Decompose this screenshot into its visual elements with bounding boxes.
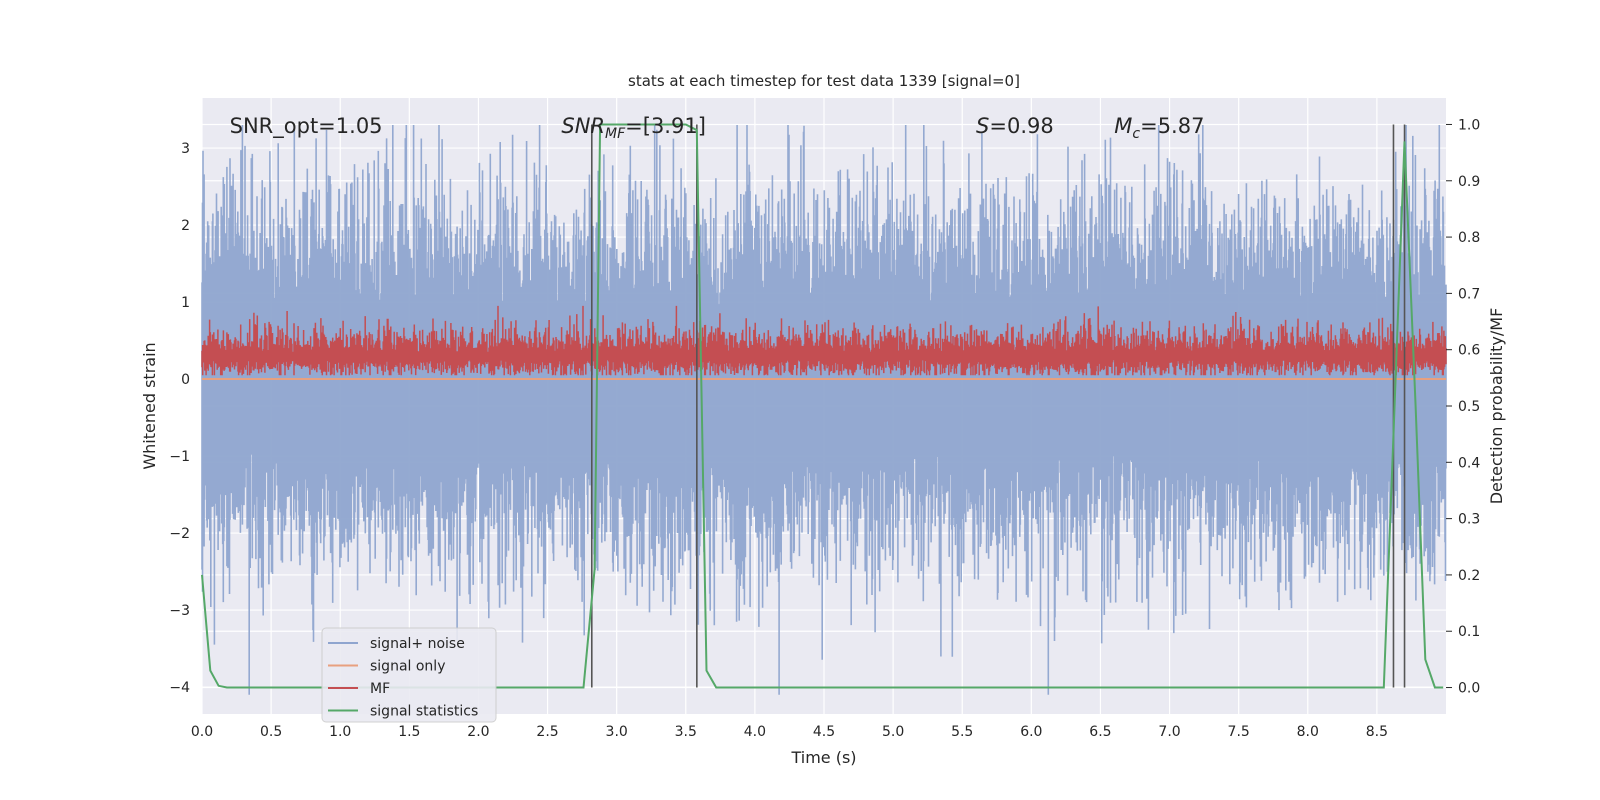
y-tick-label-left: 1 — [181, 295, 190, 311]
y-tick-label-right: 0.0 — [1458, 681, 1480, 697]
y-tick-label-right: 0.3 — [1458, 512, 1480, 528]
annotation-snr-mf: SNRMF=[3.91] — [561, 114, 706, 142]
signal-statistics-series — [201, 123, 1444, 689]
x-tick-label: 7.5 — [1228, 724, 1250, 740]
annotation-s-stat: S=0.98 — [976, 114, 1054, 138]
y-tick-label-right: 0.7 — [1458, 286, 1480, 302]
y-tick-label-right: 0.5 — [1458, 399, 1480, 415]
x-tick-label: 8.0 — [1297, 724, 1319, 740]
y-tick-label-left: 2 — [181, 218, 190, 234]
x-axis-label: Time (s) — [790, 748, 856, 767]
y-tick-label-right: 0.6 — [1458, 343, 1480, 359]
y-tick-label-left: −3 — [169, 603, 190, 619]
x-tick-label: 3.0 — [606, 724, 628, 740]
x-tick-label: 1.0 — [329, 724, 351, 740]
annotations: SNR_opt=1.05 SNRMF=[3.91] S=0.98 Mc=5.87 — [230, 114, 1205, 142]
x-tick-label: 4.5 — [813, 724, 835, 740]
y-tick-label-right: 0.1 — [1458, 624, 1480, 640]
x-tick-label: 7.0 — [1158, 724, 1180, 740]
chart-title: stats at each timestep for test data 133… — [628, 72, 1020, 90]
y-tick-label-left: −2 — [169, 526, 190, 542]
x-tick-label: 4.0 — [744, 724, 766, 740]
y-tick-label-left: −1 — [169, 449, 190, 465]
x-tick-label: 6.0 — [1020, 724, 1042, 740]
annotation-chirp-mass: Mc=5.87 — [1114, 114, 1204, 142]
x-tick-label: 2.0 — [467, 724, 489, 740]
legend-box — [321, 627, 497, 723]
x-tick-label: 5.0 — [882, 724, 904, 740]
y-tick-label-right: 0.4 — [1458, 455, 1480, 471]
y-tick-label-right: 0.9 — [1458, 174, 1480, 190]
x-tick-label: 1.5 — [398, 724, 420, 740]
legend: signal+ noise signal only MF signal statist… — [321, 627, 497, 723]
y-tick-label-left: 0 — [181, 372, 190, 388]
mf-series — [201, 305, 1447, 376]
annotation-snr-opt: SNR_opt=1.05 — [230, 114, 383, 139]
x-tick-label: 0.5 — [260, 724, 282, 740]
y-tick-label-right: 1.0 — [1458, 117, 1480, 133]
y-axis-label-left: Whitened strain — [140, 342, 159, 469]
legend-label: MF — [370, 681, 390, 697]
x-tick-label: 2.5 — [536, 724, 558, 740]
y-tick-label-left: −4 — [169, 680, 190, 696]
x-tick-label: 8.5 — [1366, 724, 1388, 740]
y-tick-label-left: 3 — [181, 141, 190, 157]
y-axis-label-right: Detection probability/MF — [1487, 308, 1506, 505]
y-tick-label-right: 0.8 — [1458, 230, 1480, 246]
legend-label: signal only — [370, 659, 445, 675]
x-tick-label: 5.5 — [951, 724, 973, 740]
x-tick-label: 0.0 — [191, 724, 213, 740]
legend-label: signal+ noise — [370, 636, 465, 652]
mf-trace — [201, 305, 1447, 376]
legend-label: signal statistics — [370, 704, 478, 720]
y-tick-label-right: 0.2 — [1458, 568, 1480, 584]
x-tick-label: 6.5 — [1089, 724, 1111, 740]
axis-ticks: 0.0 0.5 1.0 1.5 2.0 2.5 3.0 3.5 4.0 4.5 5.0 5.5 6.0 6… — [169, 117, 1480, 740]
x-tick-label: 3.5 — [675, 724, 697, 740]
